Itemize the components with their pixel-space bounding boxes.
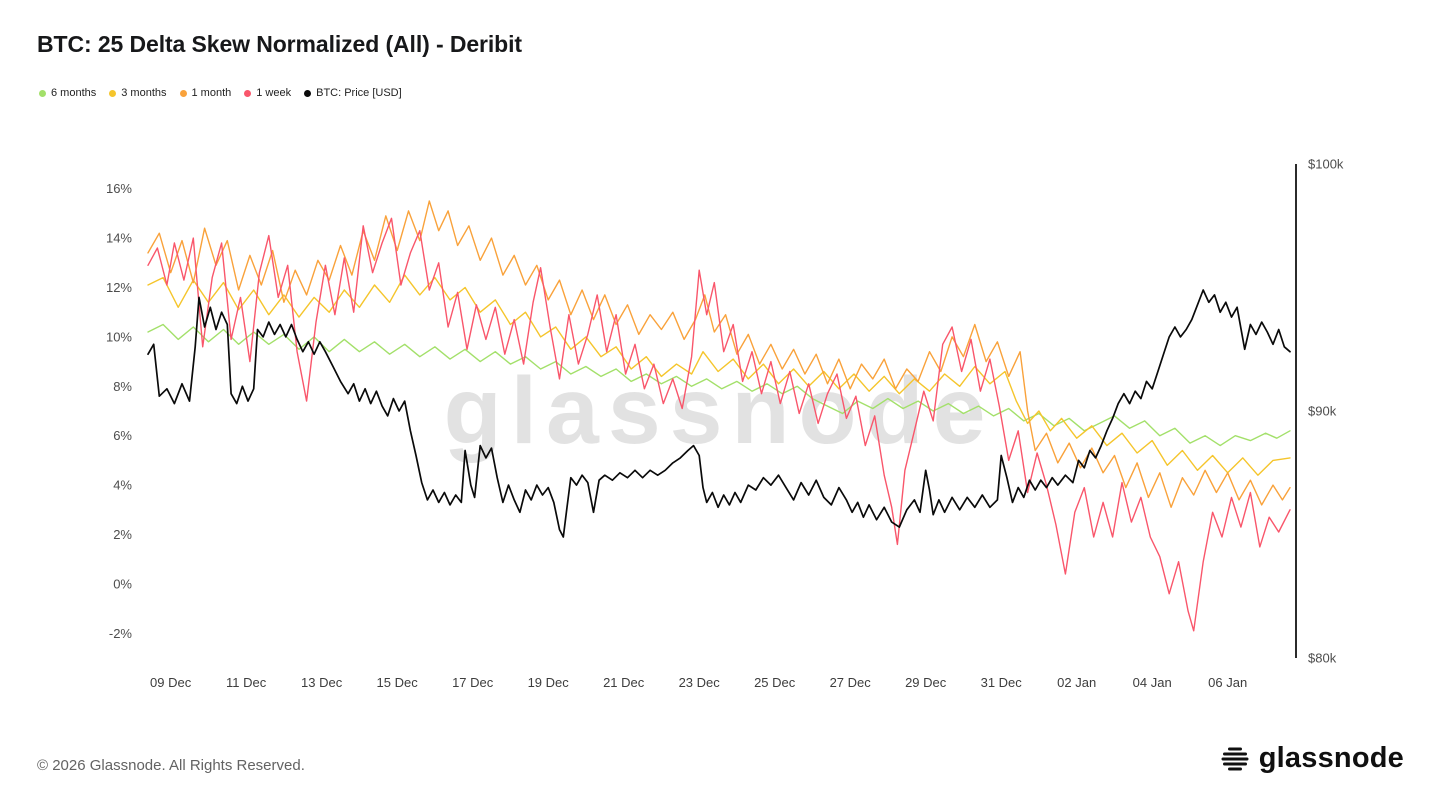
left-axis-tick-label: 16%: [106, 181, 132, 196]
series-line-3-months: [147, 274, 1291, 476]
glassnode-logo-text: glassnode: [1258, 742, 1404, 774]
x-axis-tick-label: 25 Dec: [754, 675, 796, 690]
x-axis-tick-label: 15 Dec: [377, 675, 419, 690]
x-axis-tick-label: 06 Jan: [1208, 675, 1247, 690]
watermark: glassnode: [444, 358, 995, 464]
series-line-1-week: [147, 217, 1291, 632]
legend-item-6-months[interactable]: 6 months: [39, 87, 96, 99]
x-axis-tick-label: 23 Dec: [679, 675, 721, 690]
legend-dot: [179, 89, 187, 97]
series-line-btc-price-usd: [147, 289, 1291, 538]
x-axis-tick-label: 21 Dec: [603, 675, 645, 690]
legend-label: 3 months: [121, 87, 167, 99]
legend-item-1-week[interactable]: 1 week: [244, 87, 291, 99]
legend-dot: [39, 89, 46, 97]
x-axis-tick-label: 02 Jan: [1057, 675, 1096, 690]
left-axis-tick-label: 4%: [113, 478, 132, 493]
legend-item-1-month[interactable]: 1 month: [179, 87, 232, 99]
right-axis-tick-label: $100k: [1308, 157, 1344, 172]
chart-area[interactable]: glassnode 16% 14% 12% 10% 8% 6% 4% 2% 0% -2% $100k $…: [0, 140, 1440, 710]
legend-label: 6 months: [51, 87, 97, 99]
x-axis-tick-label: 04 Jan: [1133, 675, 1172, 690]
x-axis-tick-label: 13 Dec: [301, 675, 343, 690]
left-axis-tick-label: 8%: [113, 379, 132, 394]
legend-label: 1 month: [191, 87, 232, 99]
page-title: BTC: 25 Delta Skew Normalized (All) - De…: [37, 31, 522, 57]
glassnode-logo-icon: [1221, 747, 1249, 770]
x-axis-tick-label: 09 Dec: [150, 675, 192, 690]
x-axis-tick-label: 29 Dec: [905, 675, 947, 690]
right-axis-tick-label: $80k: [1308, 651, 1337, 666]
series-line-6-months: [147, 323, 1291, 447]
left-axis-tick-label: 12%: [106, 280, 132, 295]
legend-dot: [304, 89, 312, 97]
x-axis-tick-label: 11 Dec: [226, 675, 267, 690]
legend-label: BTC: Price [USD]: [316, 87, 402, 99]
legend-item-3-months[interactable]: 3 months: [109, 87, 167, 99]
chart-canvas: glassnode 16% 14% 12% 10% 8% 6% 4% 2% 0% -2% $100k $…: [106, 157, 1344, 691]
left-axis-tick-label: -2%: [109, 626, 133, 641]
x-axis-tick-label: 17 Dec: [452, 675, 494, 690]
glassnode-logo[interactable]: glassnode: [1220, 742, 1404, 775]
left-axis-tick-label: 10%: [106, 329, 132, 344]
copyright-text: © 2026 Glassnode. All Rights Reserved.: [37, 757, 305, 774]
left-axis-tick-label: 0%: [113, 576, 132, 591]
legend: 6 months 3 months 1 month 1 week BTC: Price …: [39, 87, 402, 99]
x-axis-tick-label: 31 Dec: [981, 675, 1023, 690]
left-axis-tick-label: 2%: [113, 527, 132, 542]
legend-dot: [244, 89, 252, 97]
left-axis-tick-label: 6%: [113, 428, 132, 443]
legend-label: 1 week: [256, 87, 292, 99]
legend-dot: [109, 89, 117, 97]
left-axis-tick-label: 14%: [106, 231, 132, 246]
x-axis-tick-label: 19 Dec: [528, 675, 570, 690]
legend-item-btc-price-usd[interactable]: BTC: Price [USD]: [304, 87, 402, 99]
x-axis-tick-label: 27 Dec: [830, 675, 872, 690]
right-axis-tick-label: $90k: [1308, 404, 1337, 419]
